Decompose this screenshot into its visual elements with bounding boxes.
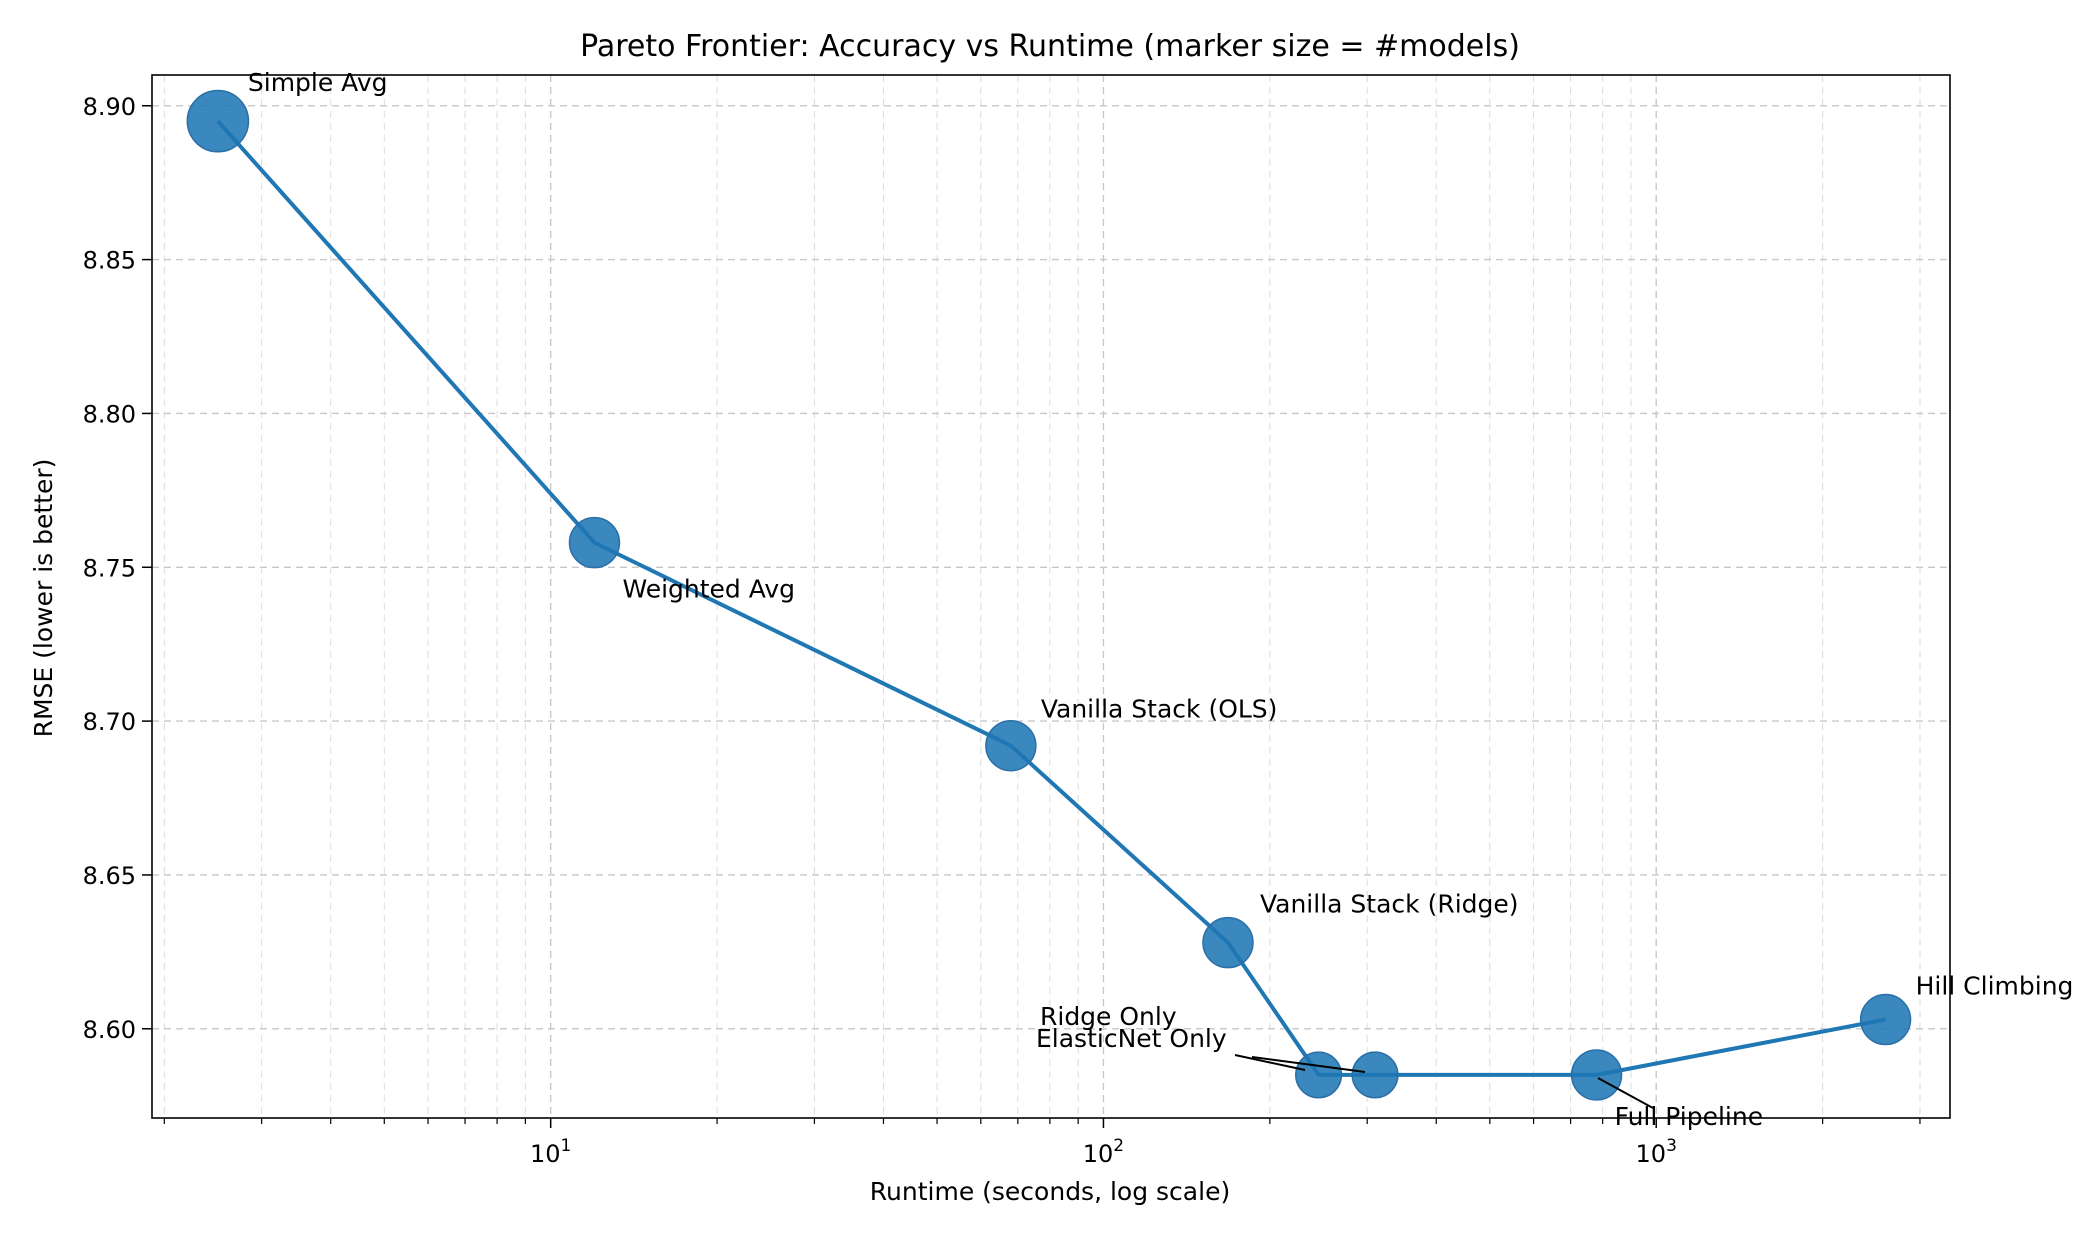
frontier-line-layer bbox=[216, 119, 1886, 1077]
point-label: Vanilla Stack (OLS) bbox=[1041, 695, 1278, 724]
point-label: Simple Avg bbox=[248, 68, 388, 97]
frontier-line bbox=[216, 119, 1886, 1077]
y-tick-label: 8.70 bbox=[83, 708, 136, 736]
data-point bbox=[1202, 916, 1254, 969]
data-point bbox=[1295, 1051, 1343, 1099]
y-tick-label: 8.80 bbox=[83, 400, 136, 428]
data-point bbox=[1570, 1049, 1623, 1101]
annotation-arrow bbox=[1597, 1077, 1654, 1109]
point-label: Full Pipeline bbox=[1615, 1102, 1764, 1131]
plot-frame bbox=[151, 74, 1951, 1119]
ticks: 101 102 103 8.60 8.65 8.70 8.75 8.80 8.85 8.90 bbox=[83, 93, 1921, 1168]
annotations: Simple Avg Weighted Avg Vanilla Stack (OLS… bbox=[248, 68, 2074, 1131]
x-tick-label: 103 bbox=[1636, 1136, 1677, 1168]
chart-title: Pareto Frontier: Accuracy vs Runtime (ma… bbox=[580, 29, 1520, 64]
x-tick-label: 101 bbox=[530, 1136, 571, 1168]
x-axis-label: Runtime (seconds, log scale) bbox=[870, 1177, 1230, 1206]
y-axis-label: RMSE (lower is better) bbox=[29, 459, 58, 738]
markers bbox=[186, 89, 1912, 1101]
annotation-arrow bbox=[1234, 1054, 1306, 1071]
point-label: ElasticNet Only bbox=[1036, 1024, 1227, 1053]
data-point bbox=[186, 89, 250, 153]
point-label: Hill Climbing bbox=[1916, 972, 2074, 1001]
data-point bbox=[568, 516, 621, 569]
data-point bbox=[985, 719, 1037, 772]
y-tick-label: 8.65 bbox=[83, 862, 136, 890]
data-point bbox=[1351, 1051, 1399, 1099]
grid bbox=[152, 75, 1950, 1118]
point-label: Weighted Avg bbox=[622, 575, 795, 604]
data-point bbox=[1859, 993, 1912, 1046]
point-label: Ridge Only bbox=[1040, 1002, 1177, 1031]
y-tick-label: 8.90 bbox=[83, 93, 136, 121]
y-tick-label: 8.85 bbox=[83, 247, 136, 275]
y-tick-label: 8.60 bbox=[83, 1016, 136, 1044]
point-label: Vanilla Stack (Ridge) bbox=[1260, 890, 1519, 919]
annotation-arrow bbox=[1251, 1056, 1366, 1073]
y-tick-label: 8.75 bbox=[83, 554, 136, 582]
x-tick-label: 102 bbox=[1083, 1136, 1124, 1168]
